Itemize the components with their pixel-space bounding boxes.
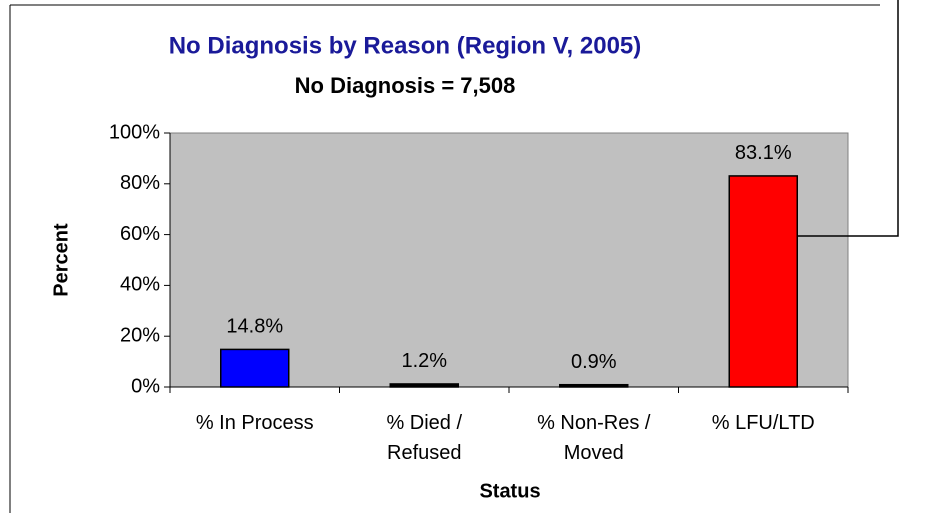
y-tick-label: 0% (131, 375, 160, 397)
x-tick-label: % In Process (195, 412, 314, 434)
value-label: 83.1% (735, 142, 792, 164)
value-label: 1.2% (401, 350, 447, 372)
chart-title: No Diagnosis by Reason (Region V, 2005) (169, 32, 642, 59)
x-axis-label: Status (479, 480, 540, 502)
y-tick-label: 20% (120, 324, 160, 346)
x-tick-label: % Non-Res / Moved (537, 412, 651, 464)
y-tick-label: 100% (109, 121, 160, 143)
y-tick-label: 60% (120, 223, 160, 245)
x-tick-label: % LFU/LTD (711, 412, 815, 434)
y-tick-label: 80% (120, 172, 160, 194)
bar (559, 383, 629, 388)
value-label: 14.8% (226, 316, 283, 338)
chart-subtitle: No Diagnosis = 7,508 (295, 73, 516, 98)
bar (220, 348, 290, 388)
x-tick-label: % Died / Refused (386, 412, 463, 464)
bar (728, 175, 798, 388)
callout-line (778, 0, 899, 237)
y-tick-label: 40% (120, 274, 160, 296)
bar (389, 383, 459, 388)
value-label: 0.9% (571, 351, 617, 373)
y-axis-label: Percent (50, 223, 72, 297)
